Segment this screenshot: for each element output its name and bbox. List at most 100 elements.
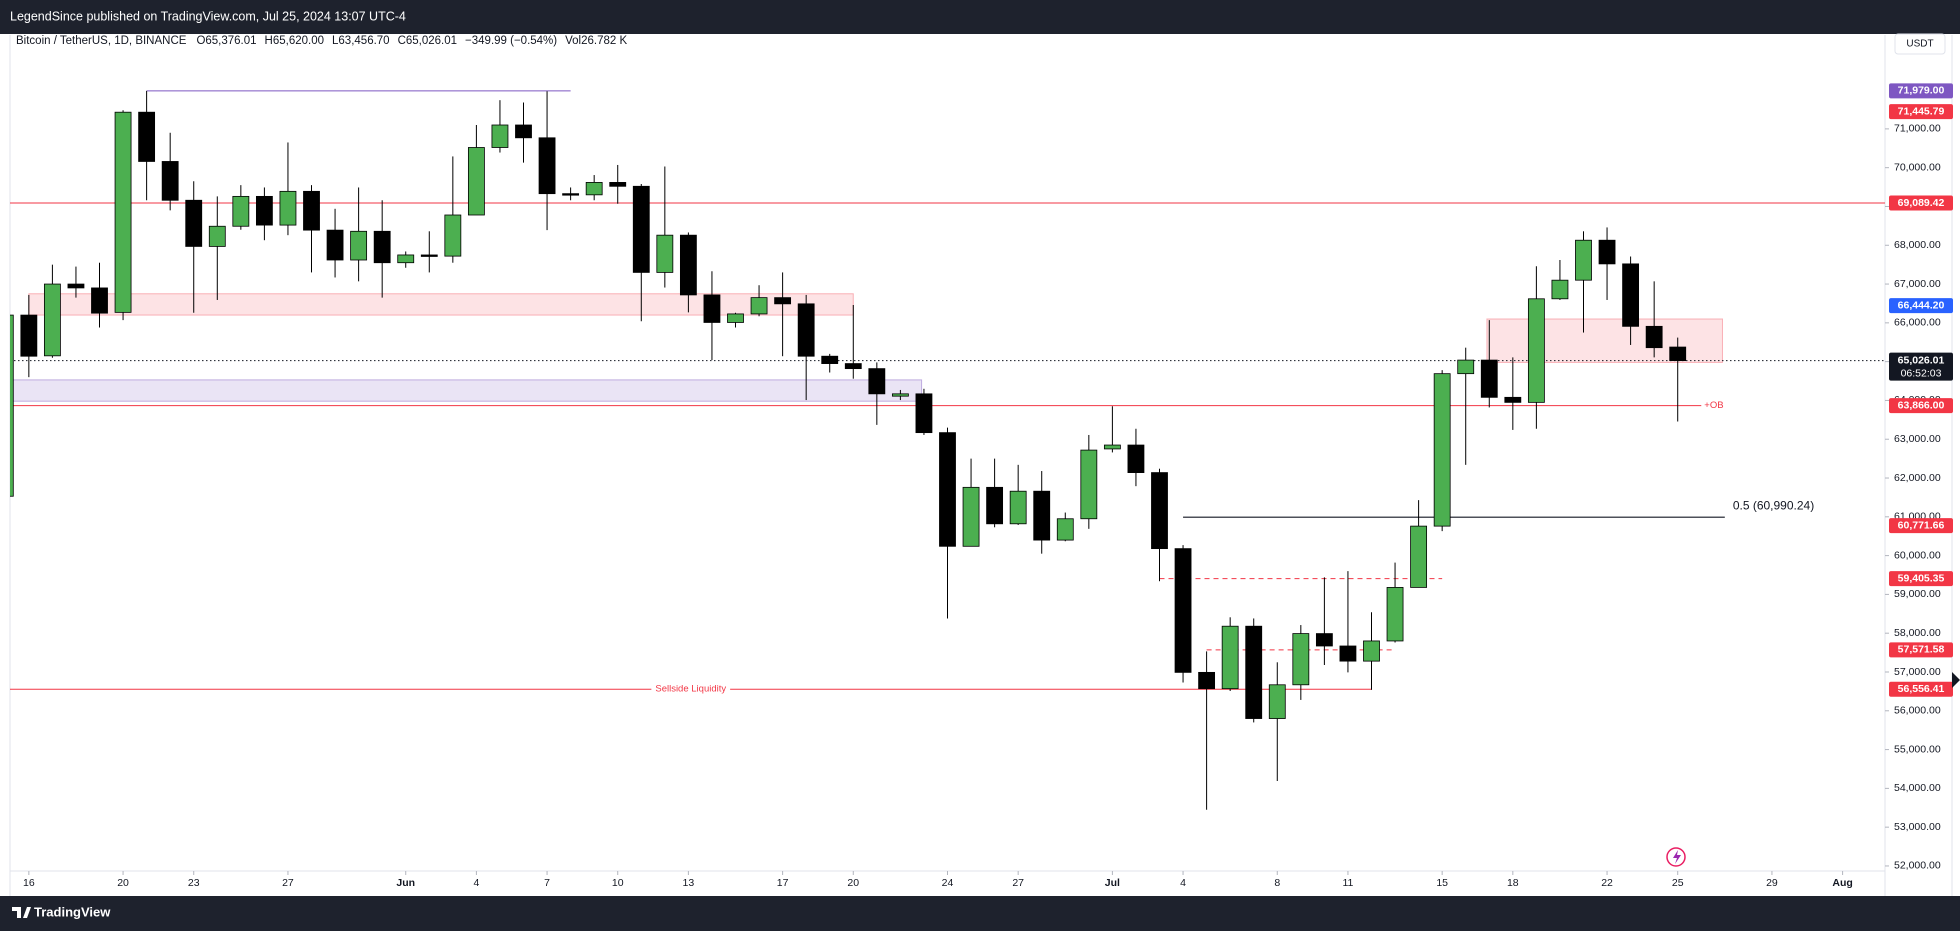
y-tick-label: 58,000.00 [1894,627,1941,639]
currency-button[interactable] [1894,33,1946,55]
candle-body [1527,298,1545,403]
candle-body [67,283,85,289]
x-tick-label: 27 [1012,877,1024,889]
y-tick-label: 71,000.00 [1894,123,1941,135]
candle-body [1056,518,1074,541]
candles [10,90,1687,810]
price-tag [1889,518,1953,534]
candle-body [1386,587,1404,642]
candle-body [138,111,156,162]
candle-body [161,161,179,201]
price-tag-label: 59,405.35 [1898,572,1945,584]
price-tag-label: 56,556.41 [1898,683,1945,695]
x-tick-label: 7 [544,877,550,889]
price-tag-label: 65,026.01 [1898,354,1945,366]
legend-value: H65,620.00 [265,35,324,47]
candle-body [91,287,108,314]
price-tag [1889,195,1953,211]
candle-body [1315,633,1333,647]
levels: +OB Sellside Liquidity 0.5 (60,990.24) [10,90,1885,696]
candle-body [10,314,14,497]
candle-body [538,137,556,195]
candle-body [1645,325,1663,349]
level-text: Sellside Liquidity [655,684,726,695]
candle-body [1504,396,1522,403]
price-tags: 71,979.00 71,445.79 69,089.42 66,444.20 65,0… [1889,83,1953,697]
price-tag [1889,642,1953,658]
x-tick-label: 23 [188,877,200,889]
scroll-arrow[interactable] [1952,672,1960,688]
candle-body [491,124,509,148]
candle-body [562,193,580,196]
x-tick-label: 18 [1507,877,1519,889]
candle-body [585,182,603,196]
candle-body [1622,263,1640,327]
y-tick-label: 55,000.00 [1894,743,1941,755]
alert-icon[interactable] [1666,847,1686,867]
candle-body [43,283,61,357]
y-tick-label: 68,000.00 [1894,239,1941,251]
price-tag [1889,352,1953,381]
candle-body [420,254,438,257]
candle-body [1174,548,1192,673]
candle-body [185,199,203,247]
candle-body [1339,645,1357,662]
candle-body [750,297,768,315]
y-tick-label: 62,000.00 [1894,472,1941,484]
price-tag [1889,681,1953,697]
logo-icon [12,907,31,918]
price-tag-sublabel: 06:52:03 [1901,367,1942,379]
y-tick-label: 59,000.00 [1894,588,1941,600]
top-bar [0,0,1960,34]
candle-body [1480,359,1498,398]
x-tick-label: 27 [282,877,294,889]
x-tick-label: 4 [1180,877,1186,889]
level-text-bg [651,683,731,696]
x-tick-label: 15 [1436,877,1448,889]
candle-body [1245,625,1263,719]
x-tick-label: 24 [942,877,954,889]
candle-body [1551,279,1569,300]
price-tag [1889,571,1953,587]
x-tick-label: 10 [612,877,624,889]
brand: TradingView [34,904,111,919]
x-tick-label: 11 [1342,877,1353,889]
price-tag-label: 60,771.66 [1898,519,1945,531]
candle-body [609,182,627,187]
y-tick-label: 66,000.00 [1894,317,1941,329]
x-tick-label: 4 [473,877,479,889]
price-tag-label: 66,444.20 [1898,299,1945,311]
candle-body [632,185,650,273]
legend-value: O65,376.01 [196,35,256,47]
candle-body [1292,633,1310,686]
y-tick-label: 52,000.00 [1894,860,1941,872]
zones [10,293,1723,402]
candle-body [255,195,273,226]
candle-body [373,230,391,264]
price-tag-label: 63,866.00 [1898,399,1945,411]
y-tick-label: 70,000.00 [1894,161,1941,173]
candle-body [1575,239,1592,281]
legend-value: C65,026.01 [398,35,457,47]
candle-body [1033,490,1051,541]
candle-body [515,124,532,139]
x-tick-label: Jun [396,877,415,889]
candle-body [444,214,462,257]
level-text: +OB [1704,400,1723,411]
candle-body [891,393,909,397]
candle-body [1221,625,1239,690]
y-tick-label: 53,000.00 [1894,821,1941,833]
candle-body [1268,684,1286,719]
candle-body [727,313,744,323]
candle-body [939,432,956,547]
x-tick-label: 25 [1672,877,1684,889]
currency[interactable]: USDT [1906,39,1933,50]
price-tag [1889,298,1953,314]
y-tick-label: 57,000.00 [1894,666,1941,678]
x-tick-label: 29 [1766,877,1778,889]
candle-body [774,297,792,305]
x-tick-label: Jul [1105,877,1120,889]
candle-body [232,195,250,227]
y-tick-label: 60,000.00 [1894,549,1941,561]
